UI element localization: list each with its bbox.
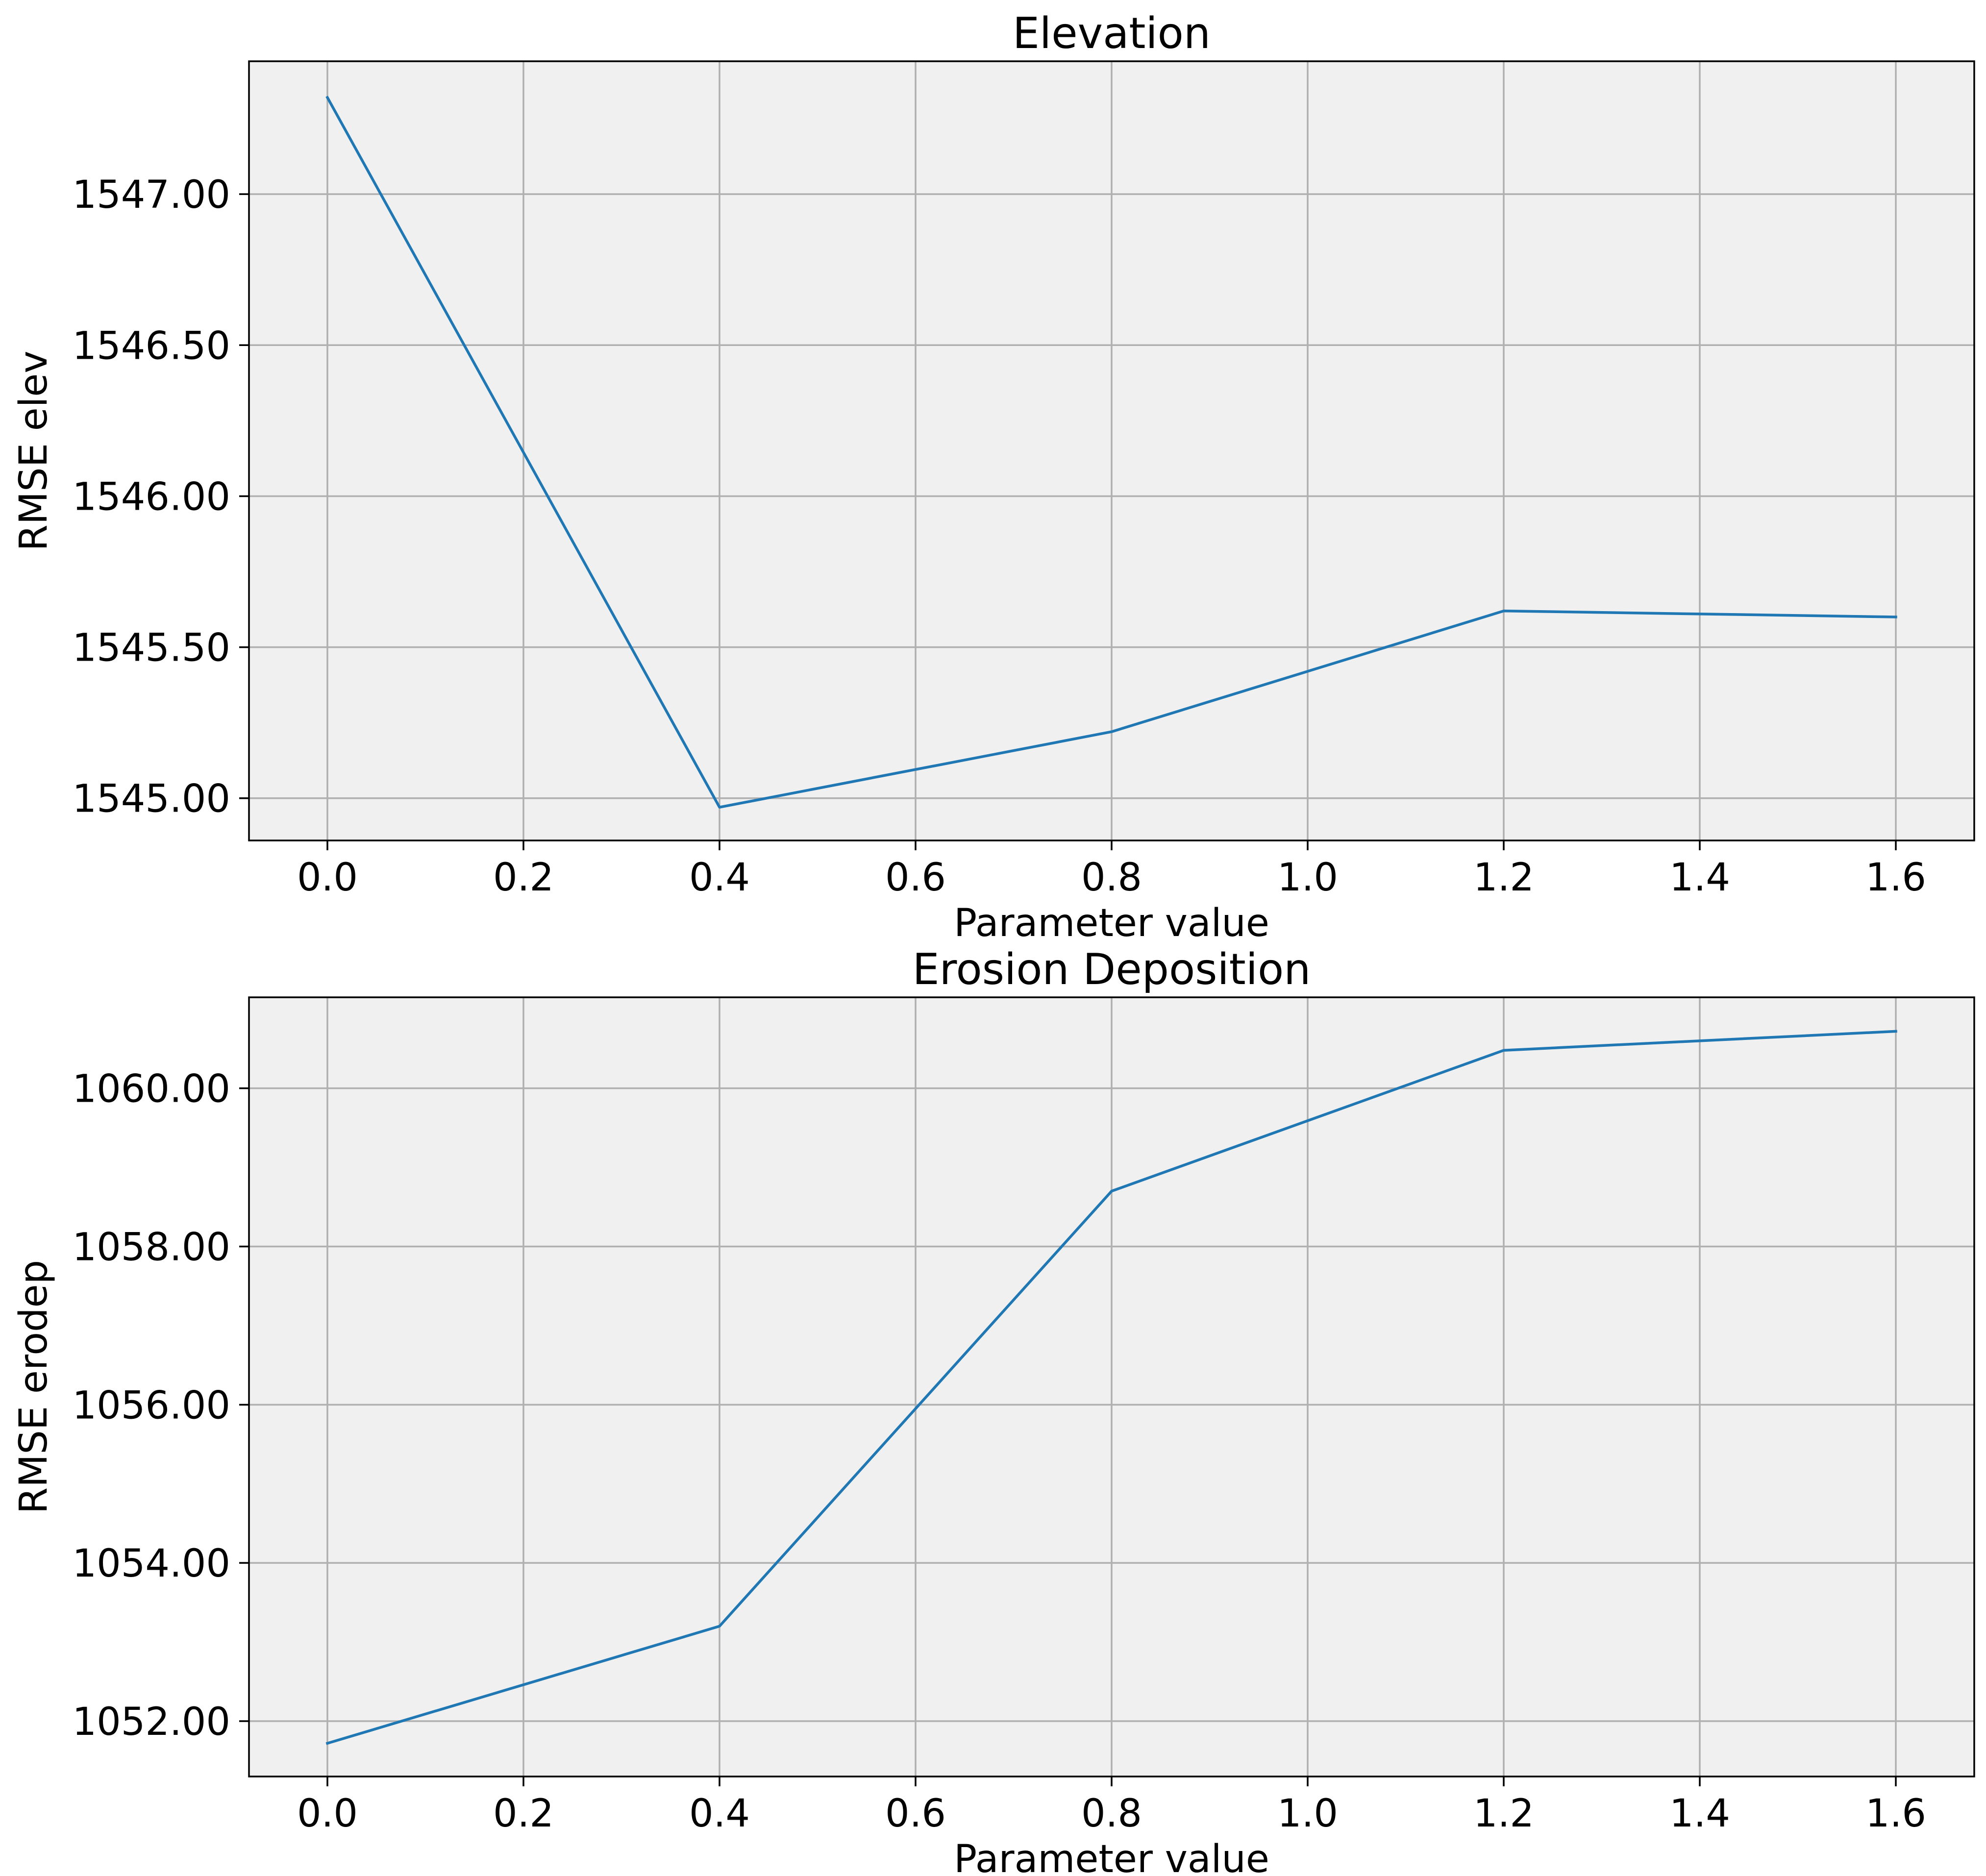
y-tick-label: 1056.00 [72,1383,230,1428]
y-tick-label: 1054.00 [72,1542,230,1586]
x-tick-label: 1.2 [1473,1792,1534,1836]
plot-frame [248,996,1975,1777]
elevation-panel: 0.0 0.2 0.4 0.6 0.8 1.0 1.2 1.4 1.6 1545.00 1545.5… [12,8,1975,945]
x-tick-label: 1.0 [1277,1792,1338,1836]
x-tick-label: 0.4 [689,856,750,900]
x-tick-label: 0.2 [493,856,554,900]
x-tick-label: 1.2 [1473,856,1534,900]
y-tick-label: 1545.00 [72,777,230,821]
y-axis-label: RMSE elev [12,351,56,551]
x-tick-label: 1.4 [1669,1792,1730,1836]
series-line [325,1030,1897,1745]
y-tick-label: 1052.00 [72,1700,230,1744]
series-line [325,96,1897,809]
y-tick-label: 1060.00 [72,1067,230,1111]
y-axis-label: RMSE erodep [12,1260,56,1514]
y-tick-label: 1545.50 [72,626,230,670]
x-tick-label: 0.6 [885,1792,946,1836]
x-tick-label: 1.0 [1277,856,1338,900]
x-tick-label: 0.8 [1081,1792,1142,1836]
x-tick-label: 1.4 [1669,856,1730,900]
y-tick-label: 1546.00 [72,475,230,519]
x-tick-label: 0.0 [297,1792,358,1836]
x-tick-label: 1.6 [1865,856,1926,900]
x-axis-label: Parameter value [954,901,1269,945]
x-axis-label: Parameter value [954,1837,1269,1876]
x-tick-label: 0.2 [493,1792,554,1836]
y-tick-label: 1058.00 [72,1225,230,1269]
chart-title: Elevation [1013,8,1211,58]
x-tick-label: 0.8 [1081,856,1142,900]
x-tick-label: 0.4 [689,1792,750,1836]
x-tick-label: 0.0 [297,856,358,900]
plot-frame [248,60,1975,841]
erosion-deposition-panel: 0.0 0.2 0.4 0.6 0.8 1.0 1.2 1.4 1.6 1052.00 1054.0… [12,944,1975,1876]
x-tick-label: 1.6 [1865,1792,1926,1836]
chart-title: Erosion Deposition [913,944,1311,994]
y-tick-label: 1546.50 [72,324,230,368]
x-tick-label: 0.6 [885,856,946,900]
y-tick-label: 1547.00 [72,173,230,217]
